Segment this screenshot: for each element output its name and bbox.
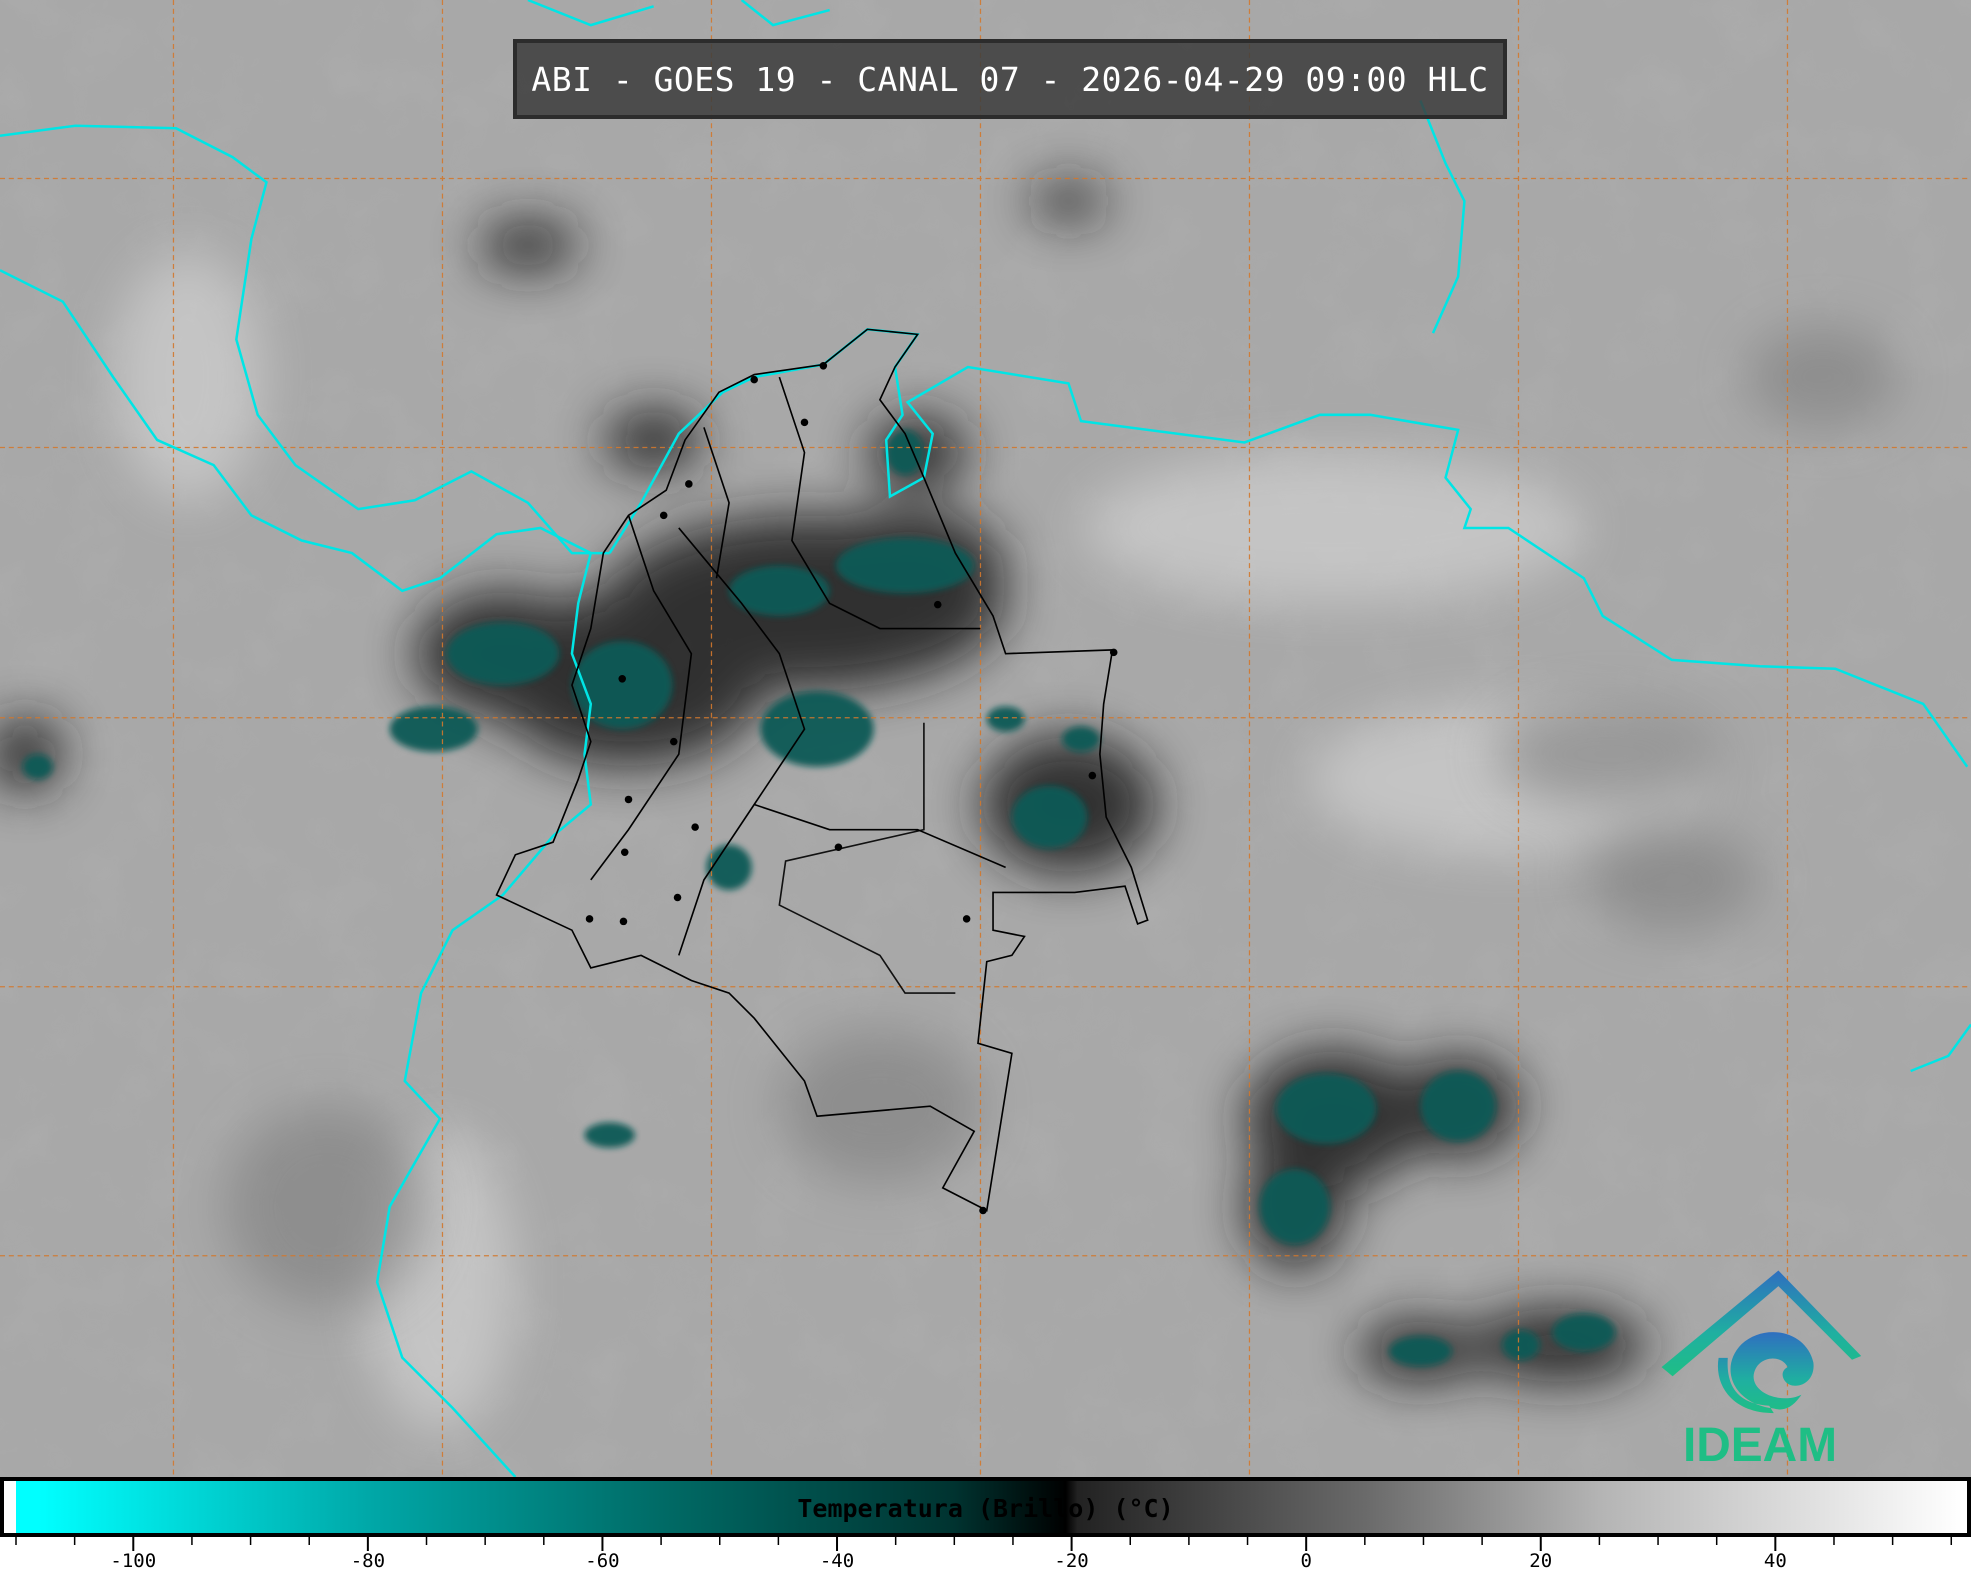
colorbar-inner: Temperatura (Brillo) (°C) (4, 1481, 1967, 1533)
tick-label: 40 (1763, 1550, 1787, 1572)
tick-label: -60 (585, 1550, 620, 1572)
lat-lon-grid (0, 0, 1971, 1477)
city-markers (585, 362, 1118, 1215)
ideam-logo: IDEAM (1661, 1270, 1862, 1470)
colorbar-gradient (16, 1481, 1963, 1533)
colorbar-ticks: -100 -80 -60 -40 -20 0 20 40 (0, 1537, 1971, 1577)
tick-label: -80 (350, 1550, 386, 1572)
logo-swirl-icon (1717, 1332, 1814, 1414)
title-banner: ABI - GOES 19 - CANAL 07 - 2026-04-29 09… (513, 39, 1507, 119)
logo-text: IDEAM (1683, 1419, 1837, 1470)
tick-label: -100 (110, 1550, 157, 1572)
tick-label: -20 (1054, 1550, 1089, 1572)
colorbar-label: Temperatura (Brillo) (°C) (797, 1494, 1174, 1523)
tick-label: 0 (1300, 1550, 1312, 1572)
colorbar: Temperatura (Brillo) (°C) -100 -80 -60 -40-… (0, 1477, 1971, 1577)
tick-marks (15, 1537, 1953, 1551)
title-text: ABI - GOES 19 - CANAL 07 - 2026-04-29 09… (531, 59, 1489, 99)
tick-label: 20 (1529, 1550, 1553, 1572)
country-borders (495, 328, 1149, 1212)
dark-regions (226, 326, 1899, 1308)
colorbar-frame: Temperatura (Brillo) (°C) (0, 1477, 1971, 1537)
tick-label: -40 (819, 1550, 855, 1572)
cold-cloud-tops (22, 429, 1616, 1367)
satellite-map (0, 0, 1971, 1477)
logo-roof-icon (1661, 1270, 1862, 1377)
